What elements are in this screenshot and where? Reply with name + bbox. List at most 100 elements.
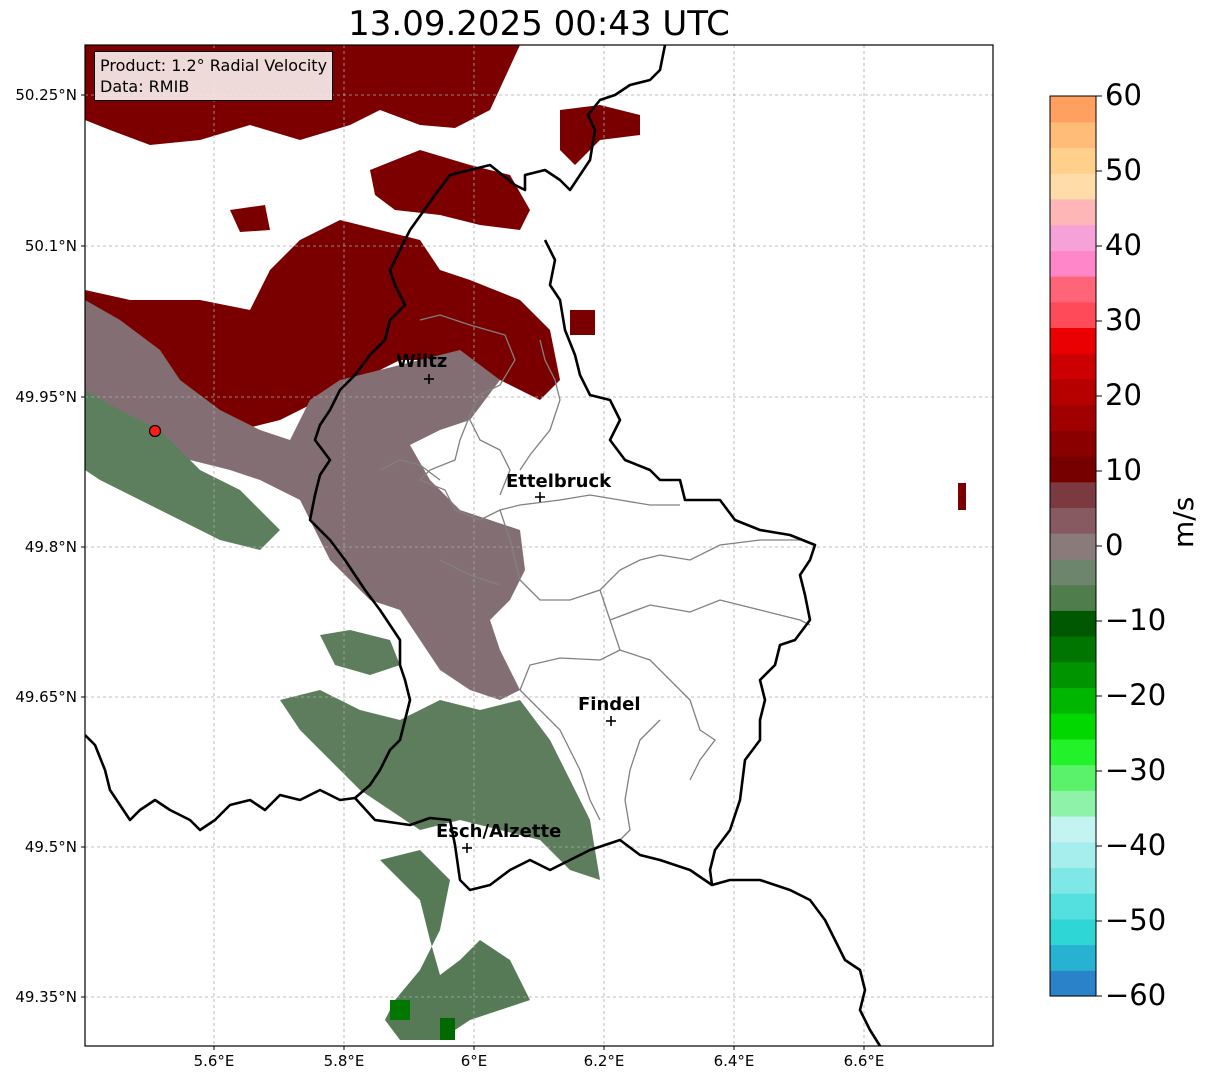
colorbar-segment — [1050, 918, 1096, 946]
colorbar-segment — [1050, 224, 1096, 251]
city-marker-ettelbruck — [535, 492, 545, 502]
canton-boundary — [439, 559, 501, 586]
product-label: Product: 1.2° Radial Velocity — [100, 56, 328, 75]
canton-boundary — [619, 719, 661, 841]
data-source-label: Data: RMIB — [100, 77, 190, 96]
colorbar-segment — [1050, 790, 1096, 817]
echo-inflow-west — [85, 390, 280, 550]
city-markers — [424, 374, 616, 853]
map-title: 13.09.2025 00:43 UTC — [348, 4, 730, 44]
colorbar-segment — [1050, 456, 1096, 483]
colorbar-segment — [1050, 533, 1096, 560]
velocity-echoes — [85, 45, 966, 1040]
colorbar-segment — [1050, 198, 1096, 226]
colorbar-segment — [1050, 173, 1096, 200]
colorbar-segment — [1050, 841, 1096, 869]
lat-tick-label: 50.25°N — [15, 86, 77, 104]
colorbar-segment — [1050, 481, 1096, 509]
colorbar-segment — [1050, 250, 1096, 277]
colorbar-tick-label: 10 — [1105, 453, 1142, 487]
colorbar-tick-label: 50 — [1105, 153, 1142, 187]
city-marker-findel — [606, 716, 616, 726]
lat-tick-label: 49.5°N — [24, 838, 77, 856]
city-label-wiltz: Wiltz — [396, 351, 448, 372]
colorbar-segment — [1050, 610, 1096, 637]
map-background — [85, 45, 993, 1046]
colorbar-segment — [1050, 867, 1096, 894]
lat-tick-label: 50.1°N — [24, 237, 77, 255]
canton-boundary — [499, 509, 800, 601]
echo-inflow-south-tail — [380, 850, 530, 1040]
colorbar-tick-label: 60 — [1105, 78, 1142, 112]
echo-outflow-north-east — [370, 150, 530, 230]
colorbar — [1049, 95, 1102, 997]
lon-tick-label: 5.8°E — [323, 1052, 365, 1070]
colorbar-tick-label: −60 — [1105, 978, 1167, 1012]
colorbar-tick-label: −10 — [1105, 603, 1167, 637]
colorbar-tick-label: −30 — [1105, 753, 1167, 787]
echo-inflow-patch — [320, 630, 400, 675]
border-lux-west — [308, 229, 412, 799]
colorbar-tick-label: 0 — [1105, 528, 1124, 562]
lon-tick-label: 6.4°E — [713, 1052, 755, 1070]
border-fr-lux-south — [354, 797, 713, 892]
city-label-ettelbruck: Ettelbruck — [506, 471, 612, 492]
echo-outflow-east — [560, 105, 640, 165]
colorbar-segment — [1050, 301, 1096, 329]
lat-tick-label: 49.95°N — [15, 388, 77, 406]
colorbar-segment — [1050, 121, 1096, 149]
colorbar-segment — [1050, 893, 1096, 920]
map-frame — [84, 44, 994, 1047]
city-marker-esch — [462, 843, 472, 853]
canton-boundary — [418, 314, 680, 521]
colorbar-segment — [1050, 507, 1096, 534]
colorbar-tick-label: −50 — [1105, 903, 1167, 937]
lon-tick-label: 6.2°E — [583, 1052, 625, 1070]
colorbar-segment — [1050, 353, 1096, 380]
city-label-esch: Esch/Alzette — [436, 821, 562, 842]
colorbar-unit-label: m/s — [1167, 496, 1200, 548]
colorbar-segment — [1050, 636, 1096, 663]
colorbar-segment — [1050, 147, 1096, 174]
colorbar-segment — [1050, 944, 1096, 971]
colorbar-tick-label: −20 — [1105, 678, 1167, 712]
colorbar-segment — [1050, 816, 1096, 843]
echo-green-core-2 — [440, 1018, 455, 1040]
lat-tick-label: 49.35°N — [15, 988, 77, 1006]
border-lux-be — [408, 45, 667, 231]
canton-boundary — [619, 649, 716, 781]
national-borders — [85, 45, 882, 1046]
colorbar-tick-label: −40 — [1105, 828, 1167, 862]
colorbar-tick-label: 40 — [1105, 228, 1142, 262]
canton-boundary — [519, 689, 601, 821]
colorbar-segment — [1050, 713, 1096, 740]
lat-tick-label: 49.8°N — [24, 538, 77, 556]
border-lux-de — [543, 239, 882, 1046]
colorbar-segment — [1050, 970, 1096, 997]
colorbar-segment — [1050, 96, 1096, 123]
colorbar-segment — [1050, 558, 1096, 586]
echo-nearzero — [85, 300, 525, 700]
colorbar-segment — [1050, 584, 1096, 611]
colorbar-segment — [1050, 276, 1096, 303]
echo-green-core — [390, 1000, 410, 1020]
canton-boundary — [519, 339, 561, 471]
city-label-findel: Findel — [578, 694, 641, 715]
colorbar-tick-label: 20 — [1105, 378, 1142, 412]
city-marker-wiltz — [424, 374, 434, 384]
colorbar-tick-label: 30 — [1105, 303, 1142, 337]
echo-outflow-blob — [230, 205, 270, 232]
colorbar-segment — [1050, 430, 1096, 457]
lon-tick-label: 5.6°E — [193, 1052, 235, 1070]
canton-boundary — [379, 459, 441, 481]
canton-boundary — [469, 419, 511, 496]
colorbar-segment — [1050, 327, 1096, 354]
lon-tick-label: 6°E — [460, 1052, 488, 1070]
canton-boundary — [609, 599, 811, 626]
axis-ticks — [81, 94, 865, 1050]
echo-inflow-south — [280, 690, 600, 880]
colorbar-segment — [1050, 378, 1096, 406]
colorbar-segment — [1050, 661, 1096, 689]
echo-outflow-strip — [958, 483, 966, 510]
